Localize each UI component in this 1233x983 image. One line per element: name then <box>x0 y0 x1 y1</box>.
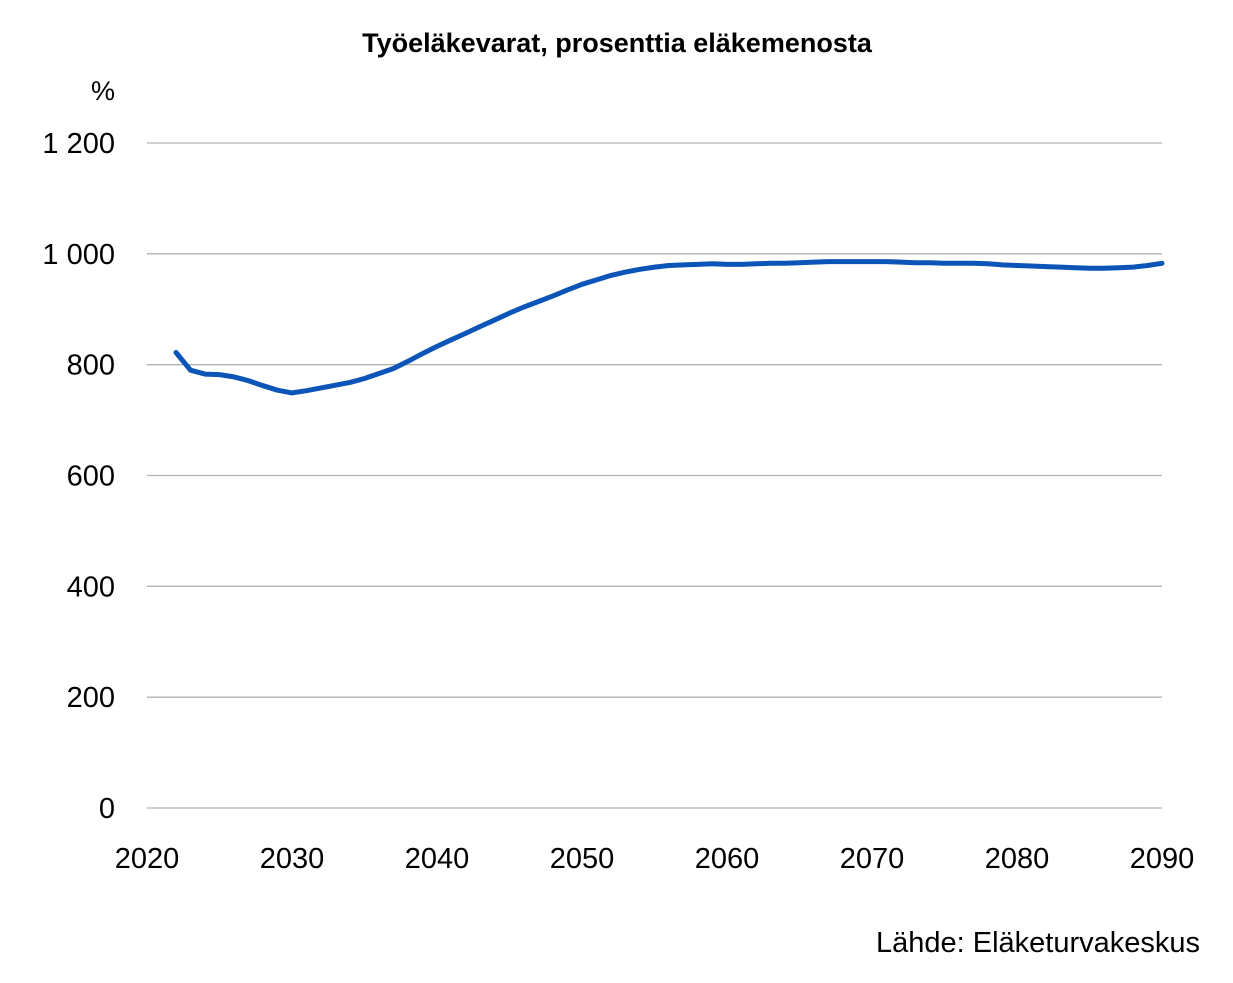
x-tick-label: 2040 <box>405 843 470 875</box>
y-tick-label: 400 <box>67 571 115 603</box>
y-tick-label: 800 <box>67 350 115 382</box>
series-layer <box>173 259 1165 396</box>
x-tick-label: 2020 <box>115 843 180 875</box>
x-tick-label: 2060 <box>695 843 760 875</box>
y-tick-label: 0 <box>99 793 115 825</box>
y-axis-unit-label: % <box>91 76 115 106</box>
y-tick-label: 600 <box>67 461 115 493</box>
chart-title: Työeläkevarat, prosenttia eläkemenosta <box>362 28 873 58</box>
x-tick-label: 2030 <box>260 843 325 875</box>
x-axis-ticks: 2020 2030 2040 2050 2060 2070 2080 2090 <box>115 843 1195 875</box>
y-tick-label: 1 000 <box>42 239 115 271</box>
y-axis-ticks: 0 200 400 600 800 1 000 1 200 <box>42 128 115 825</box>
y-tick-label: 200 <box>67 682 115 714</box>
gridlines <box>147 142 1162 809</box>
x-tick-label: 2050 <box>550 843 615 875</box>
y-tick-label: 1 200 <box>42 128 115 160</box>
x-tick-label: 2080 <box>985 843 1050 875</box>
x-tick-label: 2090 <box>1130 843 1195 875</box>
series-line <box>173 259 1165 396</box>
x-tick-label: 2070 <box>840 843 905 875</box>
source-note: Lähde: Eläketurvakeskus <box>876 927 1200 959</box>
